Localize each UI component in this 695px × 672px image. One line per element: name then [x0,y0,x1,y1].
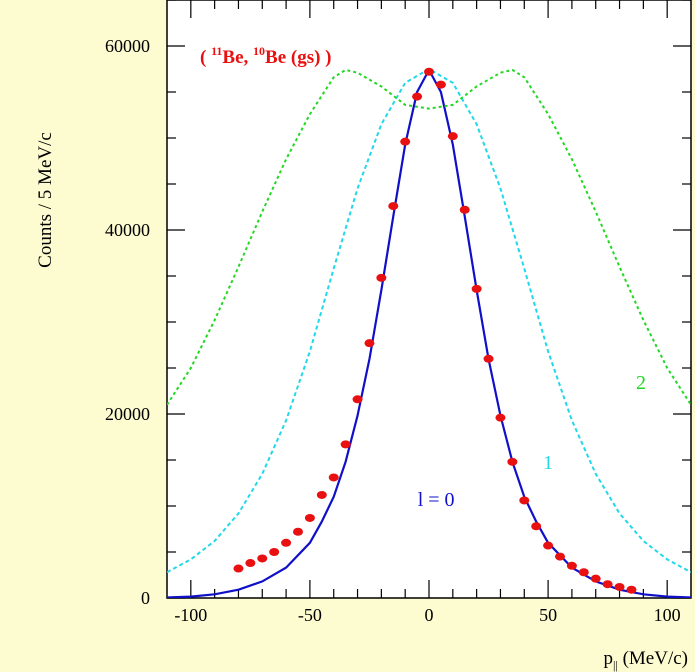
data-point [614,582,625,591]
curve-2 [167,68,691,406]
curve-label: 2 [636,372,646,394]
y-tick-labels: 0 20000 40000 60000 [105,36,150,608]
x-tick-label: 100 [654,605,681,625]
data-point [388,202,399,211]
x-tick-label: 50 [539,605,557,625]
data-point [471,284,482,293]
data-point [352,395,363,404]
y-tick-label: 0 [141,588,150,608]
data-point [626,585,637,594]
data-point [435,80,446,89]
data-point [364,339,375,348]
data-point [376,273,387,282]
data-points [233,67,637,594]
y-tick-label: 40000 [105,220,150,240]
data-point [566,561,577,570]
curve-labels: l = 0 1 2 [418,372,646,511]
data-point [269,548,280,556]
data-point [483,354,494,363]
curve-label: l = 0 [418,489,455,511]
plot-area [166,0,692,599]
curve-label: 1 [543,452,553,474]
x-tick-label: -100 [174,605,207,625]
data-point [328,473,339,482]
data-point [531,522,542,531]
data-point [590,574,601,583]
data-point [316,490,327,499]
data-point [281,538,292,547]
y-tick-label: 20000 [105,404,150,424]
data-point [245,559,256,568]
reaction-annotation: ( 11Be, 10Be (gs) ) [200,44,332,68]
x-tick-label: 0 [425,605,434,625]
data-point [578,568,589,577]
x-tick-labels: -100 -50 0 50 100 [174,605,680,625]
data-point [304,513,315,522]
x-tick-label: -50 [298,605,322,625]
data-point [233,564,244,573]
data-point [543,541,554,550]
x-axis-title: p|| (MeV/c) [604,648,688,672]
data-point [519,496,530,505]
data-point [459,205,470,214]
data-point [257,554,268,563]
y-axis-title: Counts / 5 MeV/c [35,132,56,268]
data-point [293,527,303,536]
data-point [495,413,506,422]
y-tick-label: 60000 [105,36,150,56]
data-point [555,552,565,561]
data-point [507,457,518,466]
data-point [412,92,423,101]
data-point [424,67,434,76]
data-point [602,580,613,589]
data-point [447,132,458,141]
data-point [400,137,411,146]
data-point [340,440,351,449]
